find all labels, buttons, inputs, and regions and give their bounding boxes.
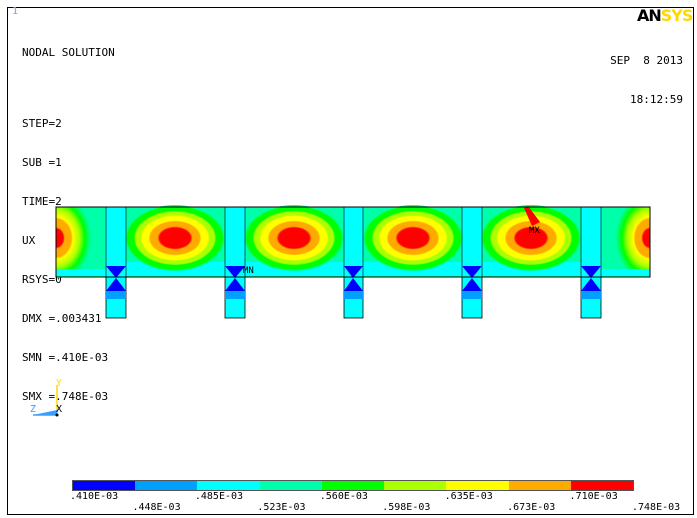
cell-end-right [601,207,650,269]
max-marker: MX [529,226,540,236]
legend-label-7: .635E-03 [444,491,493,502]
legend-swatch-4 [259,481,322,490]
dmx-label: DMX =.003431 [22,312,102,325]
legend-label-10: .748E-03 [632,502,681,513]
title-label: NODAL SOLUTION [22,46,115,59]
legend-label-1: .410E-03 [70,491,119,502]
legend-label-5: .560E-03 [319,491,368,502]
column-3 [343,266,364,319]
rsys-label: RSYS=0 [22,273,62,286]
cell-2 [244,205,344,271]
date-label: SEP 8 2013 [610,54,683,67]
ansys-logo: ANSYS [637,6,693,25]
cell-1 [125,205,225,271]
legend-swatch-9 [570,481,633,490]
cell-3 [363,205,463,271]
legend-label-9: .710E-03 [569,491,618,502]
date-time-block: SEP 8 2013 18:12:59 [610,28,683,119]
column-2 [224,266,246,319]
cell-4 [481,205,581,271]
column-5 [580,266,602,319]
axis-y-label: Y [56,378,62,389]
time-label: TIME=2 [22,195,62,208]
column-1 [105,266,127,319]
legend-swatch-7 [446,481,509,490]
legend-label-2: .448E-03 [132,502,181,513]
max-spike [524,206,540,226]
cell-end-left [56,207,106,269]
legend-swatch-2 [135,481,198,490]
legend-label-3: .485E-03 [194,491,244,502]
legend-swatch-5 [321,481,385,490]
coordinate-triad: Y X Z [30,378,62,417]
legend-swatch-8 [508,481,571,490]
smn-label: SMN =.410E-03 [22,351,109,364]
axis-z-label: Z [30,404,36,415]
legend-label-6: .598E-03 [382,502,431,513]
legend-swatch-6 [384,481,447,490]
legend-label-8: .673E-03 [507,502,556,513]
smx-label: SMX =.748E-03 [22,390,109,403]
sub-label: SUB =1 [22,156,62,169]
contour-legend-bar [72,480,634,491]
legend-swatch-1 [73,481,136,490]
step-label: STEP=2 [22,117,62,130]
min-marker: MN [243,266,254,276]
column-4 [461,266,483,319]
beam-outline [55,206,651,278]
legend-label-4: .523E-03 [257,502,306,513]
window-number: 1 [12,6,19,17]
axis-x-label: X [56,404,62,415]
legend-swatch-3 [197,481,260,490]
time-of-day-label: 18:12:59 [630,93,683,106]
graphics-window-frame [7,7,694,515]
